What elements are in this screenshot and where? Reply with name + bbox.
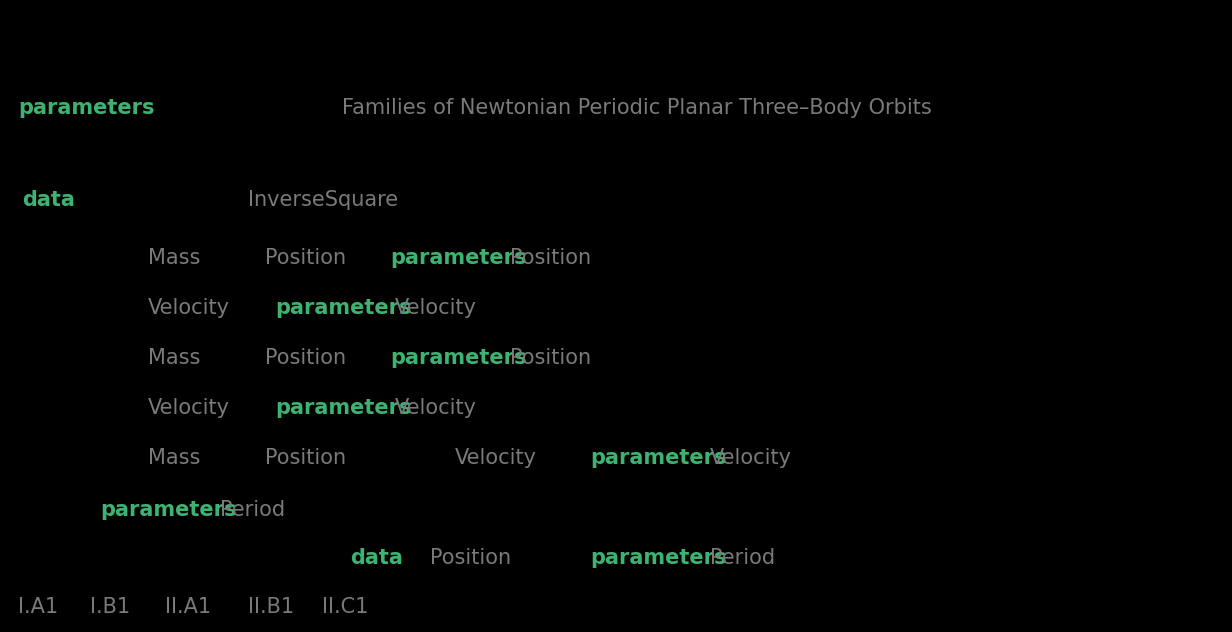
Text: data: data — [22, 190, 75, 210]
Text: II.C1: II.C1 — [322, 597, 368, 617]
Text: Position: Position — [430, 548, 511, 568]
Text: Period: Period — [221, 500, 285, 520]
Text: Position: Position — [265, 448, 346, 468]
Text: Position: Position — [265, 248, 346, 268]
Text: Mass: Mass — [148, 248, 201, 268]
Text: Velocity: Velocity — [148, 398, 230, 418]
Text: parameters: parameters — [391, 348, 526, 368]
Text: parameters: parameters — [100, 500, 237, 520]
Text: parameters: parameters — [590, 548, 727, 568]
Text: Velocity: Velocity — [395, 298, 477, 318]
Text: parameters: parameters — [18, 98, 154, 118]
Text: Position: Position — [510, 248, 591, 268]
Text: Velocity: Velocity — [395, 398, 477, 418]
Text: I.B1: I.B1 — [90, 597, 131, 617]
Text: I.A1: I.A1 — [18, 597, 58, 617]
Text: Position: Position — [265, 348, 346, 368]
Text: II.B1: II.B1 — [248, 597, 294, 617]
Text: Position: Position — [510, 348, 591, 368]
Text: Velocity: Velocity — [455, 448, 537, 468]
Text: parameters: parameters — [590, 448, 727, 468]
Text: data: data — [350, 548, 403, 568]
Text: parameters: parameters — [391, 248, 526, 268]
Text: InverseSquare: InverseSquare — [248, 190, 398, 210]
Text: Families of Newtonian Periodic Planar Three–Body Orbits: Families of Newtonian Periodic Planar Th… — [342, 98, 931, 118]
Text: parameters: parameters — [275, 398, 411, 418]
Text: Mass: Mass — [148, 348, 201, 368]
Text: Velocity: Velocity — [710, 448, 792, 468]
Text: II.A1: II.A1 — [165, 597, 211, 617]
Text: Velocity: Velocity — [148, 298, 230, 318]
Text: parameters: parameters — [275, 298, 411, 318]
Text: Period: Period — [710, 548, 775, 568]
Text: Mass: Mass — [148, 448, 201, 468]
